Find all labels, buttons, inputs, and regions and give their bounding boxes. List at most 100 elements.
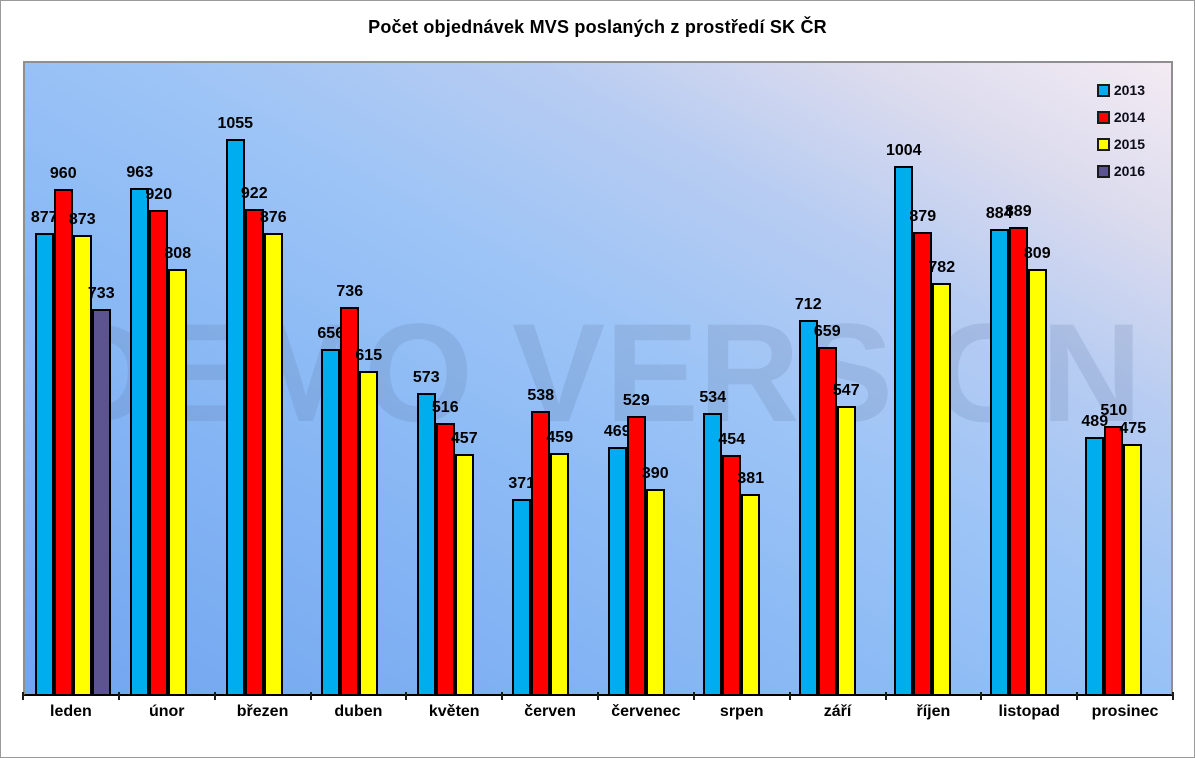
x-axis-label-květen: květen	[428, 703, 480, 720]
data-label-2013-říjen: 1004	[885, 142, 922, 160]
data-label-2015-červenec: 390	[641, 464, 669, 482]
data-label-2015-listopad: 809	[1023, 244, 1051, 262]
data-label-2015-říjen: 782	[928, 258, 956, 276]
bar-slot: 809	[1024, 63, 1051, 694]
legend-marker-2013-icon	[1096, 83, 1110, 97]
bar-2014-srpen	[722, 455, 742, 694]
x-axis-tick	[117, 692, 120, 700]
category-group-říjen: 1004 879 782	[885, 63, 981, 694]
data-label-2016-leden: 733	[87, 284, 115, 302]
data-label-2014-červen: 538	[527, 387, 555, 405]
bar-slot	[1047, 63, 1066, 694]
bar-2014-červen	[531, 411, 551, 694]
bar-2013-září	[798, 319, 818, 694]
category-group-červenec: 469 529 390	[598, 63, 694, 694]
bar-slot: 534	[699, 63, 726, 694]
legend-label-2014: 2014	[1113, 109, 1145, 125]
x-axis-label-červenec: červenec	[611, 703, 681, 720]
data-label-2014-prosinec: 510	[1100, 401, 1128, 419]
x-axis-label-prosinec: prosinec	[1091, 703, 1159, 720]
data-label-2015-leden: 873	[68, 210, 96, 228]
bar-2015-listopad	[1027, 268, 1047, 694]
legend-item-2013: 2013	[1096, 81, 1145, 99]
data-label-2013-duben: 656	[317, 325, 345, 343]
data-label-2015-září: 547	[832, 382, 860, 400]
x-axis-tick	[1172, 692, 1174, 700]
bar-slot: 469	[604, 63, 631, 694]
bar-slot	[569, 63, 588, 694]
category-group-květen: 573 516 457	[407, 63, 503, 694]
bar-slot: 876	[260, 63, 287, 694]
bar-slot	[187, 63, 206, 694]
x-axis-tick	[980, 692, 983, 700]
bar-slot: 1055	[217, 63, 253, 694]
data-label-2013-červen: 371	[508, 474, 536, 492]
x-axis-tick	[597, 692, 599, 700]
bar-slot	[283, 63, 302, 694]
bar-2014-duben	[340, 307, 360, 694]
category-group-srpen: 534 454 381	[694, 63, 790, 694]
x-axis-tick	[22, 692, 24, 700]
bar-2014-leden	[53, 189, 73, 694]
bar-slot: 529	[623, 63, 650, 694]
bar-2013-říjen	[894, 166, 914, 694]
bar-2014-květen	[435, 422, 455, 694]
data-label-2014-leden: 960	[49, 165, 77, 183]
bar-slot	[856, 63, 875, 694]
bar-2013-březen	[225, 139, 245, 694]
data-label-2015-únor: 808	[164, 245, 192, 263]
x-axis-label-březen: březen	[236, 703, 289, 720]
x-axis-label-únor: únor	[148, 703, 185, 720]
data-label-2014-září: 659	[813, 323, 841, 341]
x-axis-tick	[788, 692, 791, 700]
bar-slot: 808	[164, 63, 191, 694]
data-label-2014-únor: 920	[145, 186, 173, 204]
bar-slot: 920	[145, 63, 172, 694]
bar-2013-srpen	[703, 413, 723, 694]
bar-2016-leden	[91, 308, 111, 694]
category-group-listopad: 884 889 809	[980, 63, 1076, 694]
data-label-2014-červenec: 529	[622, 391, 650, 409]
bar-slot: 457	[451, 63, 478, 694]
bar-2014-září	[817, 347, 837, 694]
bar-2013-leden	[34, 232, 54, 694]
x-axis-label-duben: duben	[334, 703, 383, 720]
bar-2014-únor	[149, 210, 169, 694]
category-group-září: 712 659 547	[789, 63, 885, 694]
bar-2014-březen	[244, 209, 264, 694]
x-axis-label-listopad: listopad	[998, 703, 1060, 720]
bar-2015-červen	[550, 452, 570, 694]
x-axis-label-říjen: říjen	[916, 703, 951, 720]
data-label-2013-únor: 963	[126, 163, 154, 181]
data-label-2014-říjen: 879	[909, 207, 937, 225]
bar-slot: 1004	[886, 63, 922, 694]
bar-2015-duben	[359, 370, 379, 694]
bar-slot: 615	[355, 63, 382, 694]
data-label-2014-srpen: 454	[718, 431, 746, 449]
bar-2015-říjen	[932, 282, 952, 694]
data-label-2013-květen: 573	[412, 368, 440, 386]
bar-2014-červenec	[626, 415, 646, 694]
category-group-duben: 656 736 615	[312, 63, 408, 694]
data-label-2013-listopad: 884	[985, 205, 1013, 223]
bar-slot: 656	[317, 63, 344, 694]
data-label-2013-březen: 1055	[217, 115, 254, 133]
bar-slot	[665, 63, 684, 694]
x-axis-label-srpen: srpen	[719, 703, 764, 720]
data-label-2015-prosinec: 475	[1119, 420, 1147, 438]
bar-slot: 733	[88, 63, 115, 694]
data-label-2015-květen: 457	[450, 429, 478, 447]
bar-slot: 879	[909, 63, 936, 694]
bar-slot: 873	[69, 63, 96, 694]
data-label-2013-červenec: 469	[603, 423, 631, 441]
bar-slot: 547	[833, 63, 860, 694]
bar-slot: 390	[642, 63, 669, 694]
bar-2015-leden	[72, 234, 92, 694]
bar-slot: 489	[1081, 63, 1108, 694]
x-axis-label-červen: červen	[524, 703, 576, 720]
bar-slot: 922	[241, 63, 268, 694]
bar-slot: 782	[928, 63, 955, 694]
bar-2015-únor	[168, 269, 188, 694]
legend-item-2014: 2014	[1096, 108, 1145, 126]
bar-slot: 960	[50, 63, 77, 694]
